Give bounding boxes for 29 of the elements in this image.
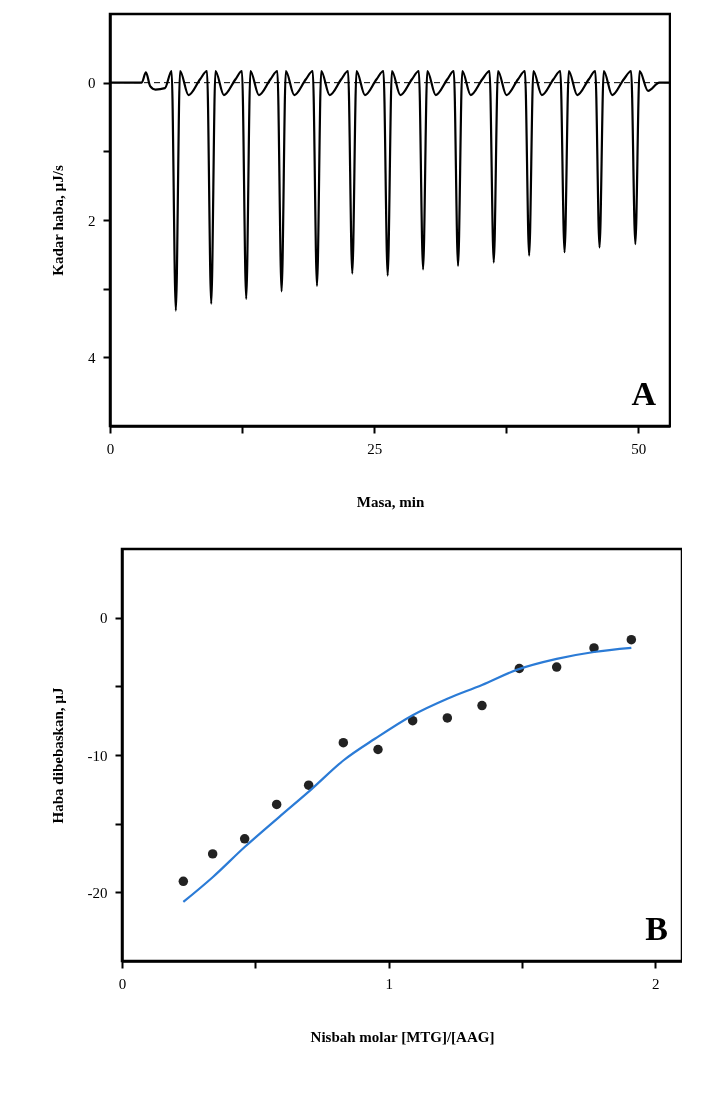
point: [626, 634, 637, 645]
y-tick-label: -20: [87, 884, 108, 901]
x-tick-label: 2: [652, 975, 660, 992]
x-tick-label: 1: [385, 975, 393, 992]
x-tick-label: 50: [631, 440, 647, 457]
point: [178, 876, 189, 887]
y-axis-title: Kadar haba, µJ/s: [50, 165, 66, 276]
y-axis-title: Haba dibebaskan, µJ: [49, 687, 66, 824]
point: [442, 713, 453, 723]
annotation: A: [631, 375, 657, 412]
point: [239, 834, 250, 844]
point: [373, 744, 383, 755]
point: [407, 715, 418, 726]
point: [551, 662, 562, 672]
x-tick-label: 0: [118, 975, 127, 992]
annotation: B: [645, 910, 668, 947]
point: [271, 799, 282, 810]
x-axis-title: Nisbah molar [MTG]/[AAG]: [310, 1028, 495, 1045]
point: [477, 700, 487, 711]
y-tick-label: 4: [88, 349, 96, 366]
point: [338, 737, 349, 748]
point: [303, 780, 314, 790]
y-tick-label: 2: [88, 212, 96, 229]
y-tick-label: -10: [87, 747, 108, 764]
x-axis-title: Masa, min: [356, 493, 425, 510]
point: [207, 849, 218, 859]
x-tick-label: 25: [367, 440, 383, 457]
y-tick-label: 0: [100, 610, 108, 627]
y-tick-label: 0: [88, 75, 96, 92]
